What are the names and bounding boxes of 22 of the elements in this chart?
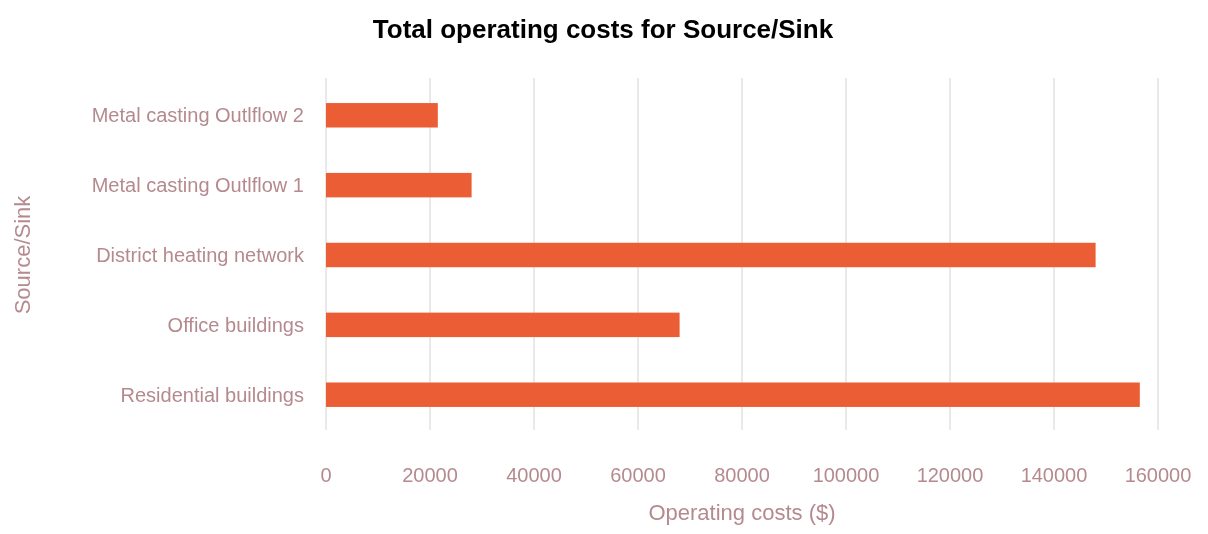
- x-tick-label: 0: [320, 464, 332, 486]
- chart-title: Total operating costs for Source/Sink: [372, 14, 834, 44]
- x-tick-label: 100000: [812, 464, 880, 486]
- y-tick-label: Metal casting Outlflow 2: [91, 104, 304, 127]
- bar: [326, 172, 472, 198]
- x-tick-label: 120000: [916, 464, 984, 486]
- bar: [326, 382, 1140, 407]
- y-axis-title: Source/Sink: [10, 194, 35, 315]
- x-axis-title: Operating costs ($): [648, 500, 836, 525]
- x-tick-label: 80000: [714, 464, 770, 486]
- x-tick-label: 20000: [402, 464, 458, 486]
- y-tick-label: Office buildings: [167, 313, 304, 336]
- x-tick-label: 60000: [610, 464, 666, 486]
- y-tick-label: Residential buildings: [120, 383, 304, 406]
- x-tick-label: 140000: [1020, 464, 1088, 486]
- bar: [326, 242, 1096, 268]
- x-tick-label: 160000: [1124, 464, 1192, 486]
- y-tick-label: Metal casting Outlflow 1: [91, 174, 304, 197]
- y-tick-label: District heating network: [96, 244, 305, 266]
- x-tick-label: 40000: [506, 464, 562, 486]
- bar: [326, 103, 438, 128]
- bar: [326, 312, 680, 338]
